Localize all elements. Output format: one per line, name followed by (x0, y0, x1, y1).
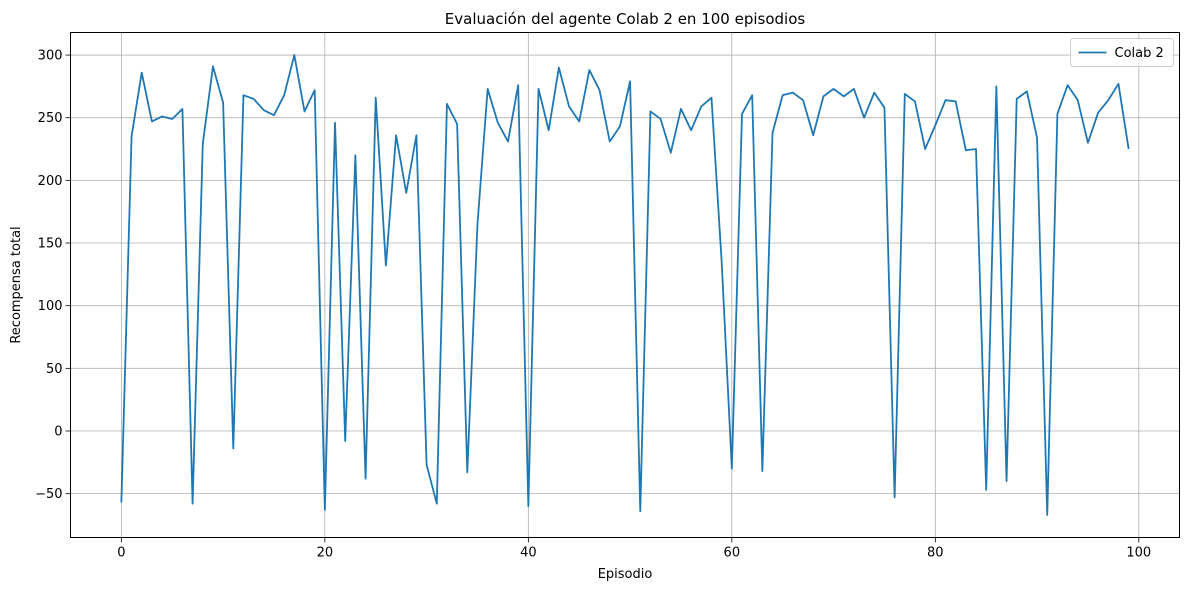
series-lines (120, 54, 1130, 516)
x-tick-label: 80 (927, 546, 944, 561)
y-tick-label: −50 (35, 487, 62, 502)
x-tick-label: 60 (724, 546, 741, 561)
y-tick-label: 0 (54, 424, 62, 439)
chart-title: Evaluación del agente Colab 2 en 100 epi… (445, 10, 806, 28)
x-tick-label: 0 (117, 546, 125, 561)
legend-label: Colab 2 (1115, 46, 1164, 61)
x-tick-label: 20 (317, 546, 334, 561)
series-line (120, 54, 1130, 516)
legend-box (1070, 38, 1174, 67)
y-tick-label: 150 (38, 237, 63, 252)
y-axis-label: Recompensa total (9, 226, 24, 343)
legend: Colab 2 (1070, 38, 1174, 67)
y-axis: −50 0 50 100 150 200 250 300 (35, 49, 71, 502)
plot-frame (70, 32, 1180, 538)
grid (70, 32, 1180, 538)
y-tick-label: 300 (38, 49, 63, 64)
x-tick-label: 100 (1126, 546, 1151, 561)
y-tick-label: 250 (38, 111, 63, 126)
x-axis-label: Episodio (598, 567, 653, 582)
y-tick-label: 100 (38, 299, 63, 314)
y-tick-label: 200 (38, 174, 63, 189)
x-tick-label: 40 (520, 546, 537, 561)
y-tick-label: 50 (46, 362, 63, 377)
x-axis: 0 20 40 60 80 100 (117, 537, 1151, 561)
